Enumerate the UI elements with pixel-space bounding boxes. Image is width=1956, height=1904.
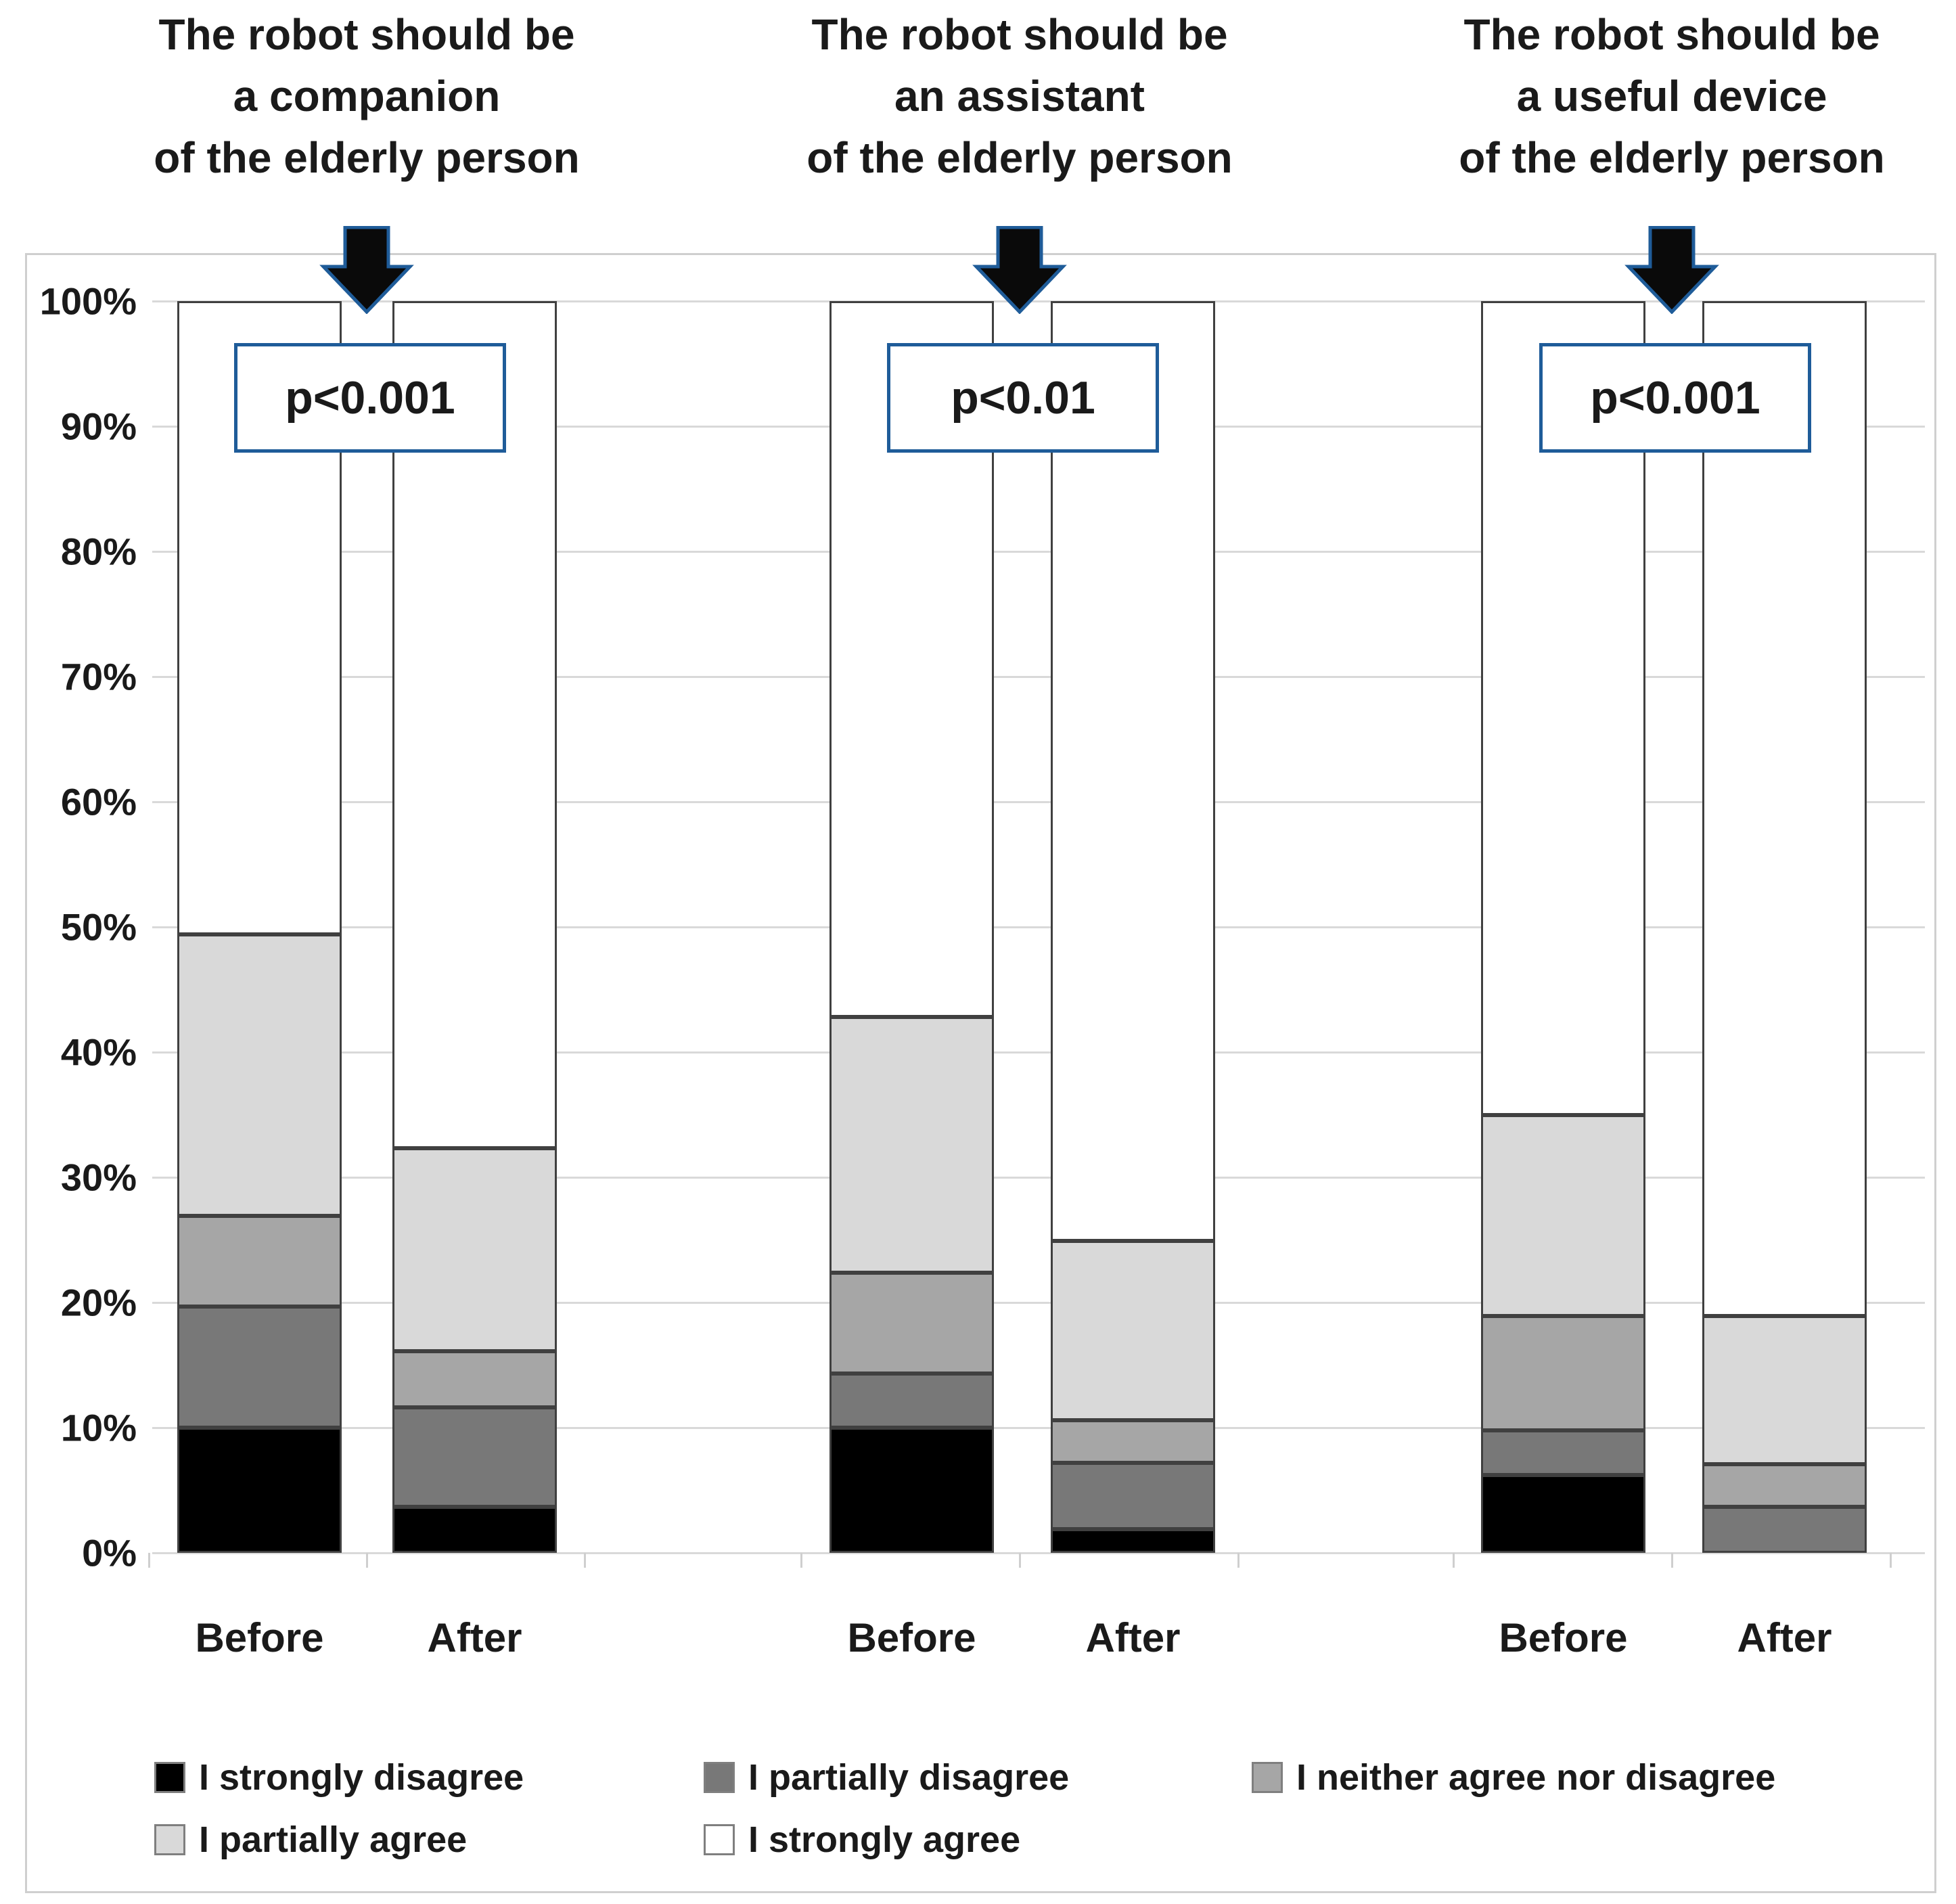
legend-swatch-i-partially-agree bbox=[154, 1824, 185, 1855]
group-title-a-useful-device-line-2: a useful device bbox=[1516, 71, 1827, 120]
down-arrow-icon-an-assistant bbox=[972, 226, 1067, 314]
gridline-70 bbox=[152, 675, 1925, 678]
group-title-an-assistant-line-3: of the elderly person bbox=[806, 133, 1233, 182]
legend-item-i-partially-disagree: I partially disagree bbox=[704, 1756, 1069, 1798]
x-axis-tick-5 bbox=[1237, 1553, 1239, 1568]
group-title-an-assistant: The robot should be an assistant of the el… bbox=[614, 4, 1426, 189]
y-tick-label-50: 50% bbox=[60, 905, 137, 949]
legend-swatch-i-strongly-disagree bbox=[154, 1762, 185, 1793]
gridline-60 bbox=[152, 800, 1925, 803]
y-tick-label-100: 100% bbox=[39, 279, 137, 323]
x-axis-tick-8 bbox=[1890, 1553, 1892, 1568]
group-title-a-useful-device-line-3: of the elderly person bbox=[1459, 133, 1885, 182]
p-value-box-a-companion: p<0.001 bbox=[234, 343, 506, 453]
category-label-an-assistant-before: Before bbox=[847, 1615, 976, 1660]
group-title-a-useful-device-line-1: The robot should be bbox=[1463, 10, 1880, 59]
legend-swatch-i-neither-agree-nor-disagree bbox=[1252, 1762, 1283, 1793]
legend-item-i-strongly-agree: I strongly agree bbox=[704, 1819, 1020, 1861]
group-title-a-useful-device: The robot should be a useful device of the… bbox=[1266, 4, 1956, 189]
legend-swatch-i-strongly-agree bbox=[704, 1824, 735, 1855]
y-tick-label-10: 10% bbox=[60, 1406, 137, 1449]
x-axis-tick-4 bbox=[1019, 1553, 1021, 1568]
bar-segment-a-useful-device-after-i-strongly-agree bbox=[1702, 301, 1867, 1317]
bar-segment-an-assistant-after-i-partially-disagree bbox=[1051, 1462, 1215, 1529]
gridline-50 bbox=[152, 926, 1925, 928]
gridline-20 bbox=[152, 1301, 1925, 1304]
bar-segment-a-useful-device-before-i-strongly-disagree bbox=[1481, 1475, 1645, 1553]
bar-segment-a-companion-after-i-partially-agree bbox=[392, 1148, 557, 1352]
bar-segment-a-companion-before-i-neither-agree-nor-disagree bbox=[177, 1216, 342, 1307]
bar-segment-an-assistant-after-i-neither-agree-nor-disagree bbox=[1051, 1420, 1215, 1463]
bar-segment-a-useful-device-after-i-partially-disagree bbox=[1702, 1506, 1867, 1553]
x-axis-tick-7 bbox=[1671, 1553, 1673, 1568]
x-axis-tick-0 bbox=[148, 1553, 150, 1568]
category-label-a-useful-device-after: After bbox=[1737, 1615, 1832, 1660]
p-value-box-an-assistant: p<0.01 bbox=[887, 343, 1159, 453]
y-tick-label-60: 60% bbox=[60, 780, 137, 823]
figure-border bbox=[25, 253, 1936, 1893]
bar-segment-a-companion-before-i-partially-disagree bbox=[177, 1306, 342, 1428]
category-label-a-useful-device-before: Before bbox=[1499, 1615, 1628, 1660]
bar-segment-a-useful-device-before-i-partially-agree bbox=[1481, 1114, 1645, 1317]
group-title-a-companion-line-2: a companion bbox=[233, 71, 501, 120]
legend-label-i-neither-agree-nor-disagree: I neither agree nor disagree bbox=[1296, 1757, 1776, 1798]
x-axis-tick-2 bbox=[584, 1553, 586, 1568]
bar-segment-an-assistant-before-i-neither-agree-nor-disagree bbox=[829, 1272, 994, 1374]
bar-segment-a-useful-device-after-i-neither-agree-nor-disagree bbox=[1702, 1464, 1867, 1507]
group-title-an-assistant-line-2: an assistant bbox=[894, 71, 1145, 120]
group-title-a-companion-line-1: The robot should be bbox=[158, 10, 575, 59]
y-tick-label-0: 0% bbox=[82, 1531, 137, 1574]
y-tick-label-20: 20% bbox=[60, 1281, 137, 1324]
bar-segment-a-companion-before-i-strongly-disagree bbox=[177, 1428, 342, 1553]
gridline-10 bbox=[152, 1426, 1925, 1429]
bar-segment-an-assistant-before-i-partially-disagree bbox=[829, 1374, 994, 1428]
p-value-box-a-useful-device: p<0.001 bbox=[1539, 343, 1811, 453]
bar-segment-a-companion-after-i-partially-disagree bbox=[392, 1407, 557, 1507]
x-axis-tick-1 bbox=[366, 1553, 368, 1568]
group-title-a-companion: The robot should be a companion of the eld… bbox=[0, 4, 773, 189]
down-arrow-icon-a-useful-device bbox=[1624, 226, 1719, 314]
legend-item-i-strongly-disagree: I strongly disagree bbox=[154, 1756, 524, 1798]
category-label-an-assistant-after: After bbox=[1085, 1615, 1181, 1660]
bar-segment-a-useful-device-before-i-partially-disagree bbox=[1481, 1430, 1645, 1476]
down-arrow-icon-a-companion bbox=[319, 226, 414, 314]
y-tick-label-90: 90% bbox=[60, 405, 137, 448]
y-tick-label-40: 40% bbox=[60, 1030, 137, 1074]
bar-segment-a-useful-device-before-i-neither-agree-nor-disagree bbox=[1481, 1316, 1645, 1430]
category-label-a-companion-before: Before bbox=[195, 1615, 324, 1660]
gridline-40 bbox=[152, 1051, 1925, 1053]
y-tick-label-80: 80% bbox=[60, 530, 137, 573]
bar-segment-a-useful-device-after-i-partially-agree bbox=[1702, 1316, 1867, 1464]
y-tick-label-70: 70% bbox=[60, 655, 137, 698]
bar-segment-an-assistant-after-i-strongly-agree bbox=[1051, 301, 1215, 1242]
bar-segment-a-companion-before-i-partially-agree bbox=[177, 934, 342, 1217]
bar-segment-an-assistant-after-i-strongly-disagree bbox=[1051, 1528, 1215, 1553]
legend-item-i-neither-agree-nor-disagree: I neither agree nor disagree bbox=[1252, 1756, 1775, 1798]
legend-label-i-partially-disagree: I partially disagree bbox=[748, 1757, 1070, 1798]
bar-segment-an-assistant-after-i-partially-agree bbox=[1051, 1241, 1215, 1420]
legend-item-i-partially-agree: I partially agree bbox=[154, 1819, 467, 1861]
bar-segment-an-assistant-before-i-partially-agree bbox=[829, 1017, 994, 1273]
legend-label-i-strongly-disagree: I strongly disagree bbox=[199, 1757, 524, 1798]
x-axis-tick-3 bbox=[800, 1553, 802, 1568]
gridline-100 bbox=[152, 300, 1925, 302]
bar-segment-a-companion-after-i-strongly-disagree bbox=[392, 1506, 557, 1553]
group-title-an-assistant-line-1: The robot should be bbox=[811, 10, 1228, 59]
group-title-a-companion-line-3: of the elderly person bbox=[154, 133, 580, 182]
legend-swatch-i-partially-disagree bbox=[704, 1762, 735, 1793]
category-label-a-companion-after: After bbox=[427, 1615, 522, 1660]
bar-segment-a-companion-after-i-neither-agree-nor-disagree bbox=[392, 1351, 557, 1408]
y-tick-label-30: 30% bbox=[60, 1156, 137, 1199]
legend-label-i-partially-agree: I partially agree bbox=[199, 1819, 468, 1860]
gridline-0 bbox=[152, 1551, 1925, 1554]
bar-segment-an-assistant-before-i-strongly-disagree bbox=[829, 1428, 994, 1553]
gridline-30 bbox=[152, 1176, 1925, 1179]
x-axis-tick-6 bbox=[1453, 1553, 1455, 1568]
gridline-80 bbox=[152, 550, 1925, 553]
legend-label-i-strongly-agree: I strongly agree bbox=[748, 1819, 1021, 1860]
